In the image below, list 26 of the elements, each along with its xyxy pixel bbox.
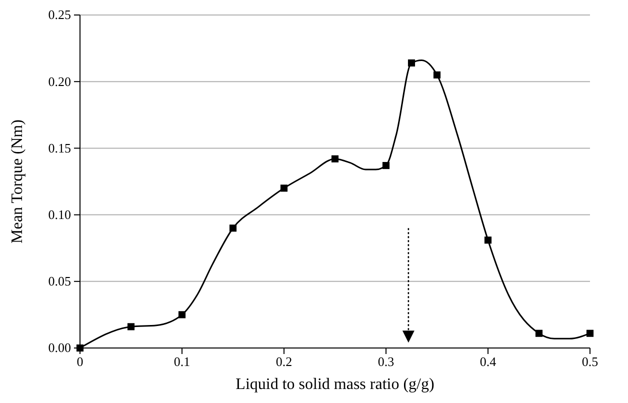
y-tick-label: 0.15 (48, 140, 71, 156)
point (433, 71, 441, 78)
point (76, 344, 84, 352)
point (331, 155, 339, 162)
point (280, 184, 288, 192)
point (229, 224, 237, 232)
x-axis-title: Liquid to solid mass ratio (g/g) (236, 376, 434, 393)
point (178, 311, 186, 318)
point (484, 236, 492, 244)
point (382, 162, 390, 170)
x-tick-label: 0.5 (582, 354, 598, 370)
y-tick-label: 0.00 (48, 340, 71, 356)
x-tick-label: 0.3 (378, 354, 394, 370)
y-axis-title: Mean Torque (Nm) (9, 120, 26, 244)
y-tick-label: 0.10 (48, 206, 71, 222)
y-tick-label: 0.25 (48, 7, 71, 22)
x-tick-label: 0.2 (276, 354, 292, 370)
point (408, 59, 416, 66)
x-tick-label: 0.4 (480, 354, 497, 370)
x-tick-label: 0.1 (174, 354, 190, 370)
point (535, 330, 543, 337)
point (127, 323, 135, 330)
y-tick-label: 0.05 (48, 274, 71, 289)
point (586, 330, 594, 337)
y-tick-label: 0.20 (48, 74, 71, 89)
x-tick-label: 0 (76, 354, 84, 370)
